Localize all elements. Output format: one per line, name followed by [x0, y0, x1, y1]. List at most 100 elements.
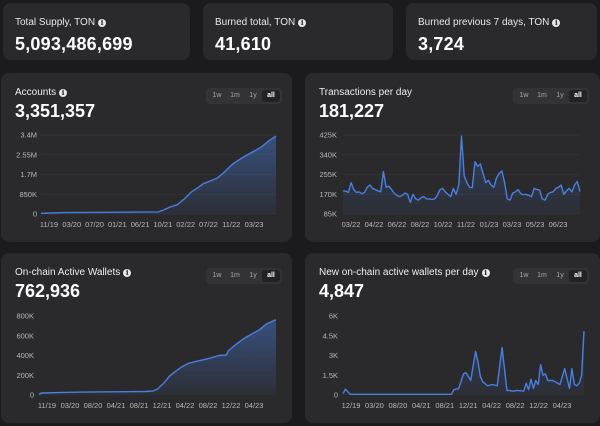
- data-point[interactable]: [347, 191, 350, 194]
- data-point[interactable]: [246, 153, 249, 156]
- data-point[interactable]: [575, 384, 578, 387]
- data-point[interactable]: [134, 211, 137, 214]
- data-point[interactable]: [157, 210, 160, 213]
- data-point[interactable]: [151, 390, 154, 393]
- data-point[interactable]: [342, 189, 345, 192]
- data-point[interactable]: [377, 189, 380, 192]
- data-point[interactable]: [260, 145, 263, 148]
- data-point[interactable]: [519, 192, 522, 195]
- series-line[interactable]: [38, 319, 277, 396]
- data-point[interactable]: [568, 187, 571, 190]
- range-option-1y[interactable]: 1y: [556, 92, 564, 99]
- data-point[interactable]: [374, 188, 377, 191]
- data-point[interactable]: [406, 193, 409, 196]
- data-point[interactable]: [570, 190, 573, 193]
- range-option-all[interactable]: all: [569, 90, 587, 102]
- data-point[interactable]: [251, 332, 254, 335]
- data-point[interactable]: [487, 179, 490, 182]
- data-point[interactable]: [527, 388, 530, 391]
- data-point[interactable]: [275, 135, 278, 138]
- data-point[interactable]: [430, 198, 433, 201]
- data-point[interactable]: [223, 171, 226, 174]
- info-icon[interactable]: i: [481, 268, 490, 277]
- data-point[interactable]: [176, 203, 179, 206]
- data-point[interactable]: [476, 165, 479, 168]
- range-option-1m[interactable]: 1m: [537, 272, 547, 279]
- data-point[interactable]: [558, 383, 561, 386]
- data-point[interactable]: [203, 358, 206, 361]
- data-point[interactable]: [522, 390, 525, 393]
- data-point[interactable]: [496, 384, 499, 387]
- data-point[interactable]: [414, 393, 417, 396]
- data-point[interactable]: [474, 160, 477, 163]
- data-point[interactable]: [216, 177, 219, 180]
- data-point[interactable]: [162, 209, 165, 212]
- data-point[interactable]: [554, 380, 557, 383]
- data-point[interactable]: [549, 191, 552, 194]
- info-icon[interactable]: i: [123, 268, 132, 277]
- data-point[interactable]: [578, 382, 581, 385]
- data-point[interactable]: [465, 181, 468, 184]
- data-point[interactable]: [500, 170, 503, 173]
- data-point[interactable]: [265, 322, 268, 325]
- data-point[interactable]: [484, 181, 487, 184]
- data-point[interactable]: [239, 157, 242, 160]
- data-point[interactable]: [436, 194, 439, 197]
- range-option-all[interactable]: all: [262, 270, 280, 282]
- data-point[interactable]: [580, 374, 583, 377]
- data-point[interactable]: [232, 345, 235, 348]
- data-point[interactable]: [479, 375, 482, 378]
- data-point[interactable]: [517, 188, 520, 191]
- data-point[interactable]: [344, 190, 347, 193]
- data-point[interactable]: [501, 346, 504, 349]
- data-point[interactable]: [579, 190, 582, 193]
- data-point[interactable]: [457, 387, 460, 390]
- data-point[interactable]: [428, 197, 431, 200]
- data-point[interactable]: [169, 206, 172, 209]
- data-point[interactable]: [563, 367, 566, 370]
- data-point[interactable]: [144, 390, 147, 393]
- data-point[interactable]: [525, 193, 528, 196]
- data-point[interactable]: [395, 194, 398, 197]
- data-point[interactable]: [562, 193, 565, 196]
- data-point[interactable]: [387, 185, 390, 188]
- data-point[interactable]: [275, 318, 278, 321]
- data-point[interactable]: [211, 356, 214, 359]
- data-point[interactable]: [444, 190, 447, 193]
- data-point[interactable]: [469, 379, 472, 382]
- data-point[interactable]: [366, 186, 369, 189]
- data-point[interactable]: [463, 174, 466, 177]
- data-point[interactable]: [534, 379, 537, 382]
- data-point[interactable]: [486, 384, 489, 387]
- data-point[interactable]: [522, 193, 525, 196]
- range-option-1w[interactable]: 1w: [519, 272, 529, 279]
- data-point[interactable]: [371, 187, 374, 190]
- data-point[interactable]: [197, 186, 200, 189]
- data-point[interactable]: [258, 328, 261, 331]
- data-point[interactable]: [390, 188, 393, 191]
- data-point[interactable]: [227, 349, 230, 352]
- data-point[interactable]: [225, 354, 228, 357]
- data-point[interactable]: [163, 381, 166, 384]
- data-point[interactable]: [360, 192, 363, 195]
- info-icon[interactable]: i: [98, 18, 107, 27]
- data-point[interactable]: [449, 195, 452, 198]
- range-option-1w[interactable]: 1w: [212, 92, 222, 99]
- data-point[interactable]: [464, 371, 467, 374]
- data-point[interactable]: [401, 194, 404, 197]
- range-option-1m[interactable]: 1m: [230, 92, 240, 99]
- data-point[interactable]: [110, 211, 113, 214]
- data-point[interactable]: [422, 195, 425, 198]
- data-point[interactable]: [40, 212, 43, 215]
- data-point[interactable]: [573, 184, 576, 187]
- info-icon[interactable]: i: [59, 88, 68, 97]
- range-option-all[interactable]: all: [262, 90, 280, 102]
- data-point[interactable]: [457, 184, 460, 187]
- data-point[interactable]: [537, 383, 540, 386]
- data-point[interactable]: [232, 162, 235, 165]
- data-point[interactable]: [490, 184, 493, 187]
- data-point[interactable]: [527, 194, 530, 197]
- range-option-1y[interactable]: 1y: [249, 92, 257, 99]
- data-point[interactable]: [414, 197, 417, 200]
- series-line[interactable]: [342, 331, 585, 395]
